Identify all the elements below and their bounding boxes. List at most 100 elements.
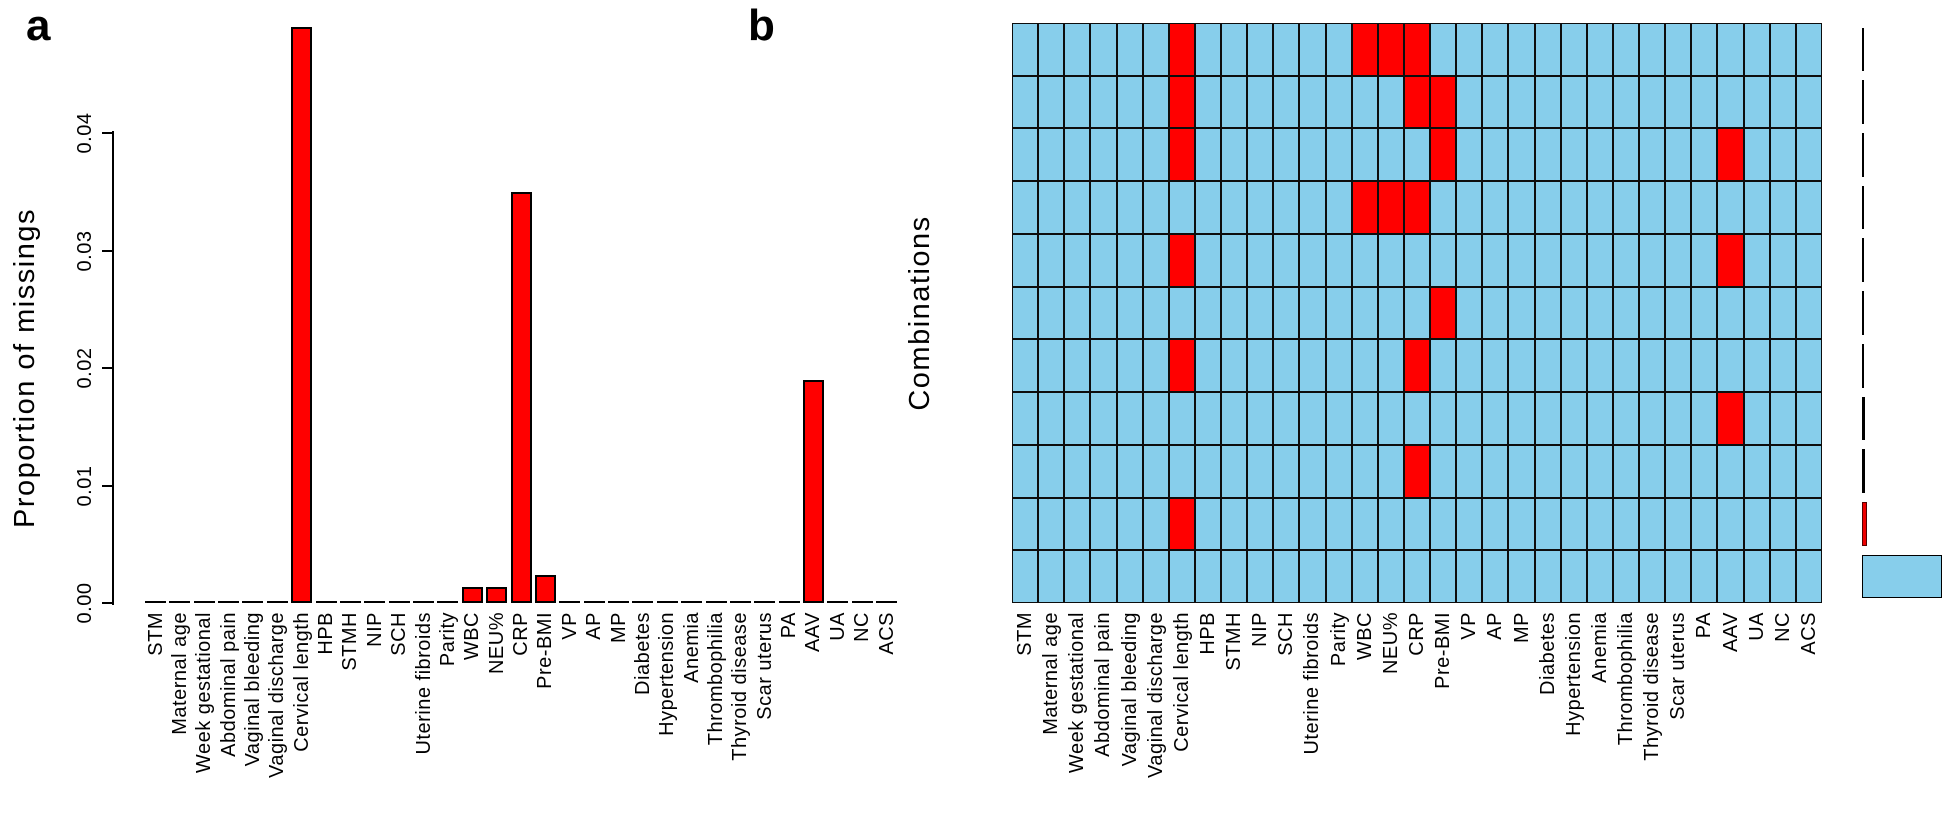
cell-observed [1325,181,1352,234]
cell-observed [1194,497,1222,551]
cell-observed [1299,181,1326,234]
cell-missing [1403,339,1431,393]
cell-observed [1795,128,1822,182]
cell-observed [1743,392,1770,445]
panel-a-letter: a [26,1,51,50]
cell-observed [1691,128,1718,182]
cell-observed [1456,286,1483,340]
x-axis-label: UA [826,612,849,641]
cell-observed [1090,286,1117,340]
cell-observed [1064,444,1091,498]
cell-observed [1142,550,1169,603]
cell-observed [1377,75,1404,129]
cell-observed [1717,444,1744,498]
cell-observed [1247,233,1274,287]
cell-observed [1299,75,1326,129]
x-axis-label: Vaginal discharge [266,612,289,779]
cell-observed [1194,75,1222,129]
bar-pre-bmi [534,574,556,603]
cell-missing [1377,23,1404,76]
cell-observed [1508,181,1535,234]
bar-baseline-dash [729,601,751,603]
cell-observed [1665,392,1692,445]
cell-observed [1299,23,1326,76]
cell-observed [1508,339,1535,393]
cell-observed [1012,75,1039,129]
cell-observed [1482,23,1509,76]
cell-observed [1351,128,1378,182]
cell-observed [1090,75,1117,129]
cell-observed [1769,444,1796,498]
cell-observed [1586,128,1613,182]
cell-observed [1403,128,1431,182]
cell-observed [1534,550,1561,603]
cell-observed [1691,444,1718,498]
cell-observed [1351,339,1378,393]
cell-observed [1325,392,1352,445]
cell-observed [1325,286,1352,340]
cell-observed [1456,23,1483,76]
y-tick-label: 0.00 [74,582,96,624]
cell-observed [1456,128,1483,182]
cell-observed [1247,23,1274,76]
x-axis-label: STM [144,612,167,656]
cell-observed [1560,444,1587,498]
cell-observed [1377,128,1404,182]
cell-observed [1064,392,1091,445]
cell-observed [1403,286,1431,340]
cell-missing [1403,181,1431,234]
cell-observed [1717,339,1744,393]
cell-observed [1639,339,1666,393]
bar-baseline-dash [876,601,898,603]
x-axis-label: VP [558,612,581,640]
cell-observed [1142,233,1169,287]
cell-observed [1717,286,1744,340]
cell-observed [1482,233,1509,287]
cell-observed [1194,23,1222,76]
y-tick-label: 0.04 [74,112,96,154]
bar-crp [510,191,532,603]
cell-observed [1247,286,1274,340]
cell-observed [1299,233,1326,287]
cell-observed [1612,444,1640,498]
cell-observed [1743,339,1770,393]
cell-observed [1769,233,1796,287]
cell-observed [1743,23,1770,76]
y-tick-label: 0.03 [74,230,96,271]
cell-observed [1586,23,1613,76]
x-axis-label: NC [851,612,874,642]
cell-observed [1377,444,1404,498]
cell-observed [1221,128,1248,182]
x-axis-label: STM [1014,612,1037,656]
cell-observed [1194,128,1222,182]
cell-observed [1560,392,1587,445]
cell-observed [1038,444,1065,498]
cell-observed [1612,128,1640,182]
cell-observed [1586,75,1613,129]
bar-aav [802,379,824,603]
cell-observed [1403,233,1431,287]
x-axis-label: Scar uterus [753,612,776,720]
x-axis-label: CRP [1406,612,1428,656]
x-axis-label: Week gestational [1066,612,1089,774]
x-axis-label: AP [1484,612,1507,640]
cell-observed [1194,286,1222,340]
cell-observed [1116,444,1143,498]
cell-observed [1012,550,1039,603]
cell-missing [1403,444,1431,498]
cell-observed [1769,497,1796,551]
cell-observed [1090,23,1117,76]
cell-observed [1482,181,1509,234]
cell-observed [1116,392,1143,445]
cell-observed [1299,339,1326,393]
bar-baseline-dash [583,601,605,603]
cell-observed [1456,75,1483,129]
cell-observed [1482,497,1509,551]
x-axis-label: PA [778,612,801,639]
y-tick-mark [102,132,112,134]
x-axis-label: Anemia [1588,612,1611,683]
cell-observed [1299,128,1326,182]
cell-observed [1064,23,1091,76]
cell-observed [1639,181,1666,234]
cell-observed [1482,75,1509,129]
